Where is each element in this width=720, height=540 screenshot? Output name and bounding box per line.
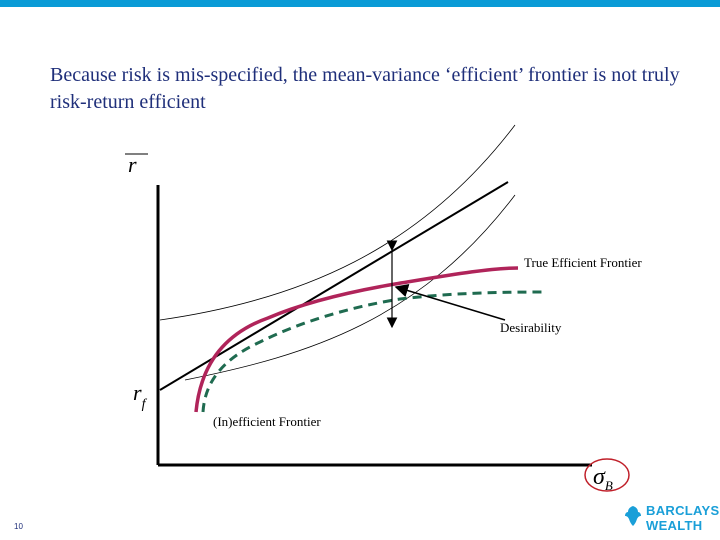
eagle-icon bbox=[625, 506, 641, 526]
logo-line-1: BARCLAYS bbox=[646, 503, 720, 518]
logo-line-2: WEALTH bbox=[646, 518, 703, 533]
capital-market-line bbox=[159, 181, 509, 391]
rf-symbol: rf bbox=[133, 380, 148, 412]
slide-title: Because risk is mis-specified, the mean-… bbox=[50, 64, 680, 113]
x-axis-symbol: σB bbox=[593, 464, 613, 493]
indifference-curve-upper bbox=[159, 124, 516, 321]
top-accent-bar bbox=[0, 0, 720, 7]
true-efficient-frontier-label: True Efficient Frontier bbox=[524, 255, 642, 270]
slide-number: 10 bbox=[14, 522, 23, 531]
indifference-curve-lower bbox=[184, 194, 516, 381]
sigma-b-highlight bbox=[584, 458, 630, 492]
true-efficient-frontier-curve bbox=[194, 266, 519, 413]
inefficient-frontier-label: (In)efficient Frontier bbox=[213, 414, 321, 429]
desirability-pointer-arrow bbox=[394, 284, 506, 321]
desirability-label: Desirability bbox=[500, 320, 562, 335]
barclays-wealth-logo: BARCLAYS WEALTH bbox=[624, 503, 720, 537]
inefficient-frontier-curve bbox=[201, 290, 546, 413]
y-axis-symbol: r bbox=[128, 152, 137, 177]
